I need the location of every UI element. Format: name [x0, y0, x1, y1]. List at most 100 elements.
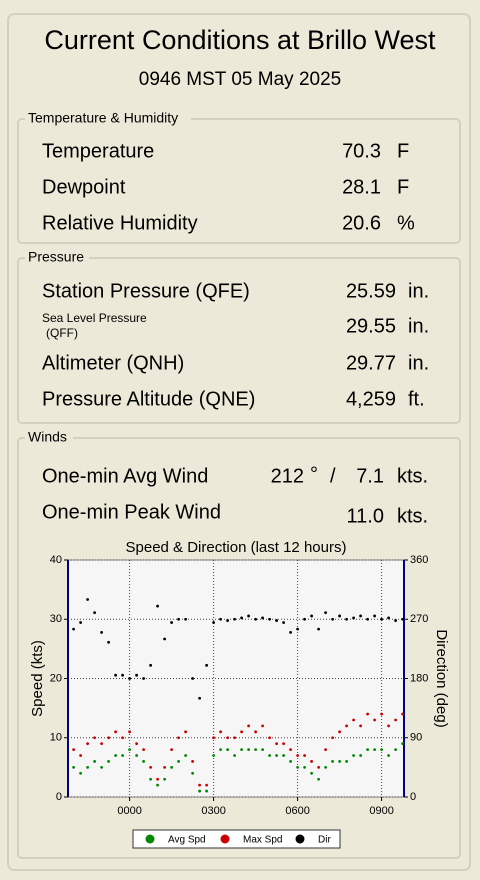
point: [170, 621, 174, 624]
legend-bg: [25, 430, 73, 446]
point: [135, 673, 139, 677]
point: [226, 736, 230, 740]
y-tick-label: 30: [50, 613, 62, 625]
point: [149, 663, 153, 667]
y2-tick-label: 180: [410, 672, 428, 684]
legend: [132, 829, 341, 849]
group-box: [17, 118, 461, 244]
point: [114, 730, 117, 734]
point: [100, 765, 103, 769]
point: [93, 736, 96, 740]
wind-speed: 11.0: [347, 505, 384, 527]
legend-marker: [220, 834, 230, 844]
point: [233, 754, 237, 757]
point: [345, 617, 348, 621]
point: [191, 771, 195, 775]
point: [184, 730, 188, 734]
point: [142, 760, 146, 763]
point: [128, 730, 132, 734]
point: [275, 754, 278, 757]
point: [373, 718, 376, 722]
point: [240, 730, 244, 734]
point: [338, 614, 341, 618]
point: [86, 765, 89, 769]
row-unit: %: [397, 212, 415, 234]
point: [100, 742, 103, 746]
point: [177, 760, 181, 763]
point: [338, 760, 341, 763]
row-label: Sea Level Pressure: [42, 311, 147, 325]
row-value: 4,259: [346, 388, 396, 410]
point: [93, 611, 96, 615]
row-label: (QFF): [46, 326, 78, 340]
point: [387, 616, 390, 620]
row-label: One-min Peak Wind: [42, 501, 221, 523]
timestamp: 0946 MST 05 May 2025: [139, 69, 341, 90]
point: [142, 677, 146, 680]
row-unit: in.: [408, 315, 429, 337]
point: [205, 663, 209, 667]
point: [359, 754, 362, 757]
point: [387, 754, 390, 757]
point: [163, 777, 167, 781]
point: [240, 748, 244, 751]
point: [191, 677, 195, 680]
row-label: Relative Humidity: [42, 212, 198, 234]
point: [331, 617, 334, 621]
point: [345, 760, 348, 763]
legend-bg: [25, 250, 89, 266]
point: [219, 617, 223, 621]
point: [387, 724, 390, 728]
point: [380, 748, 383, 751]
point: [121, 736, 124, 740]
point: [261, 616, 264, 620]
point: [394, 619, 397, 622]
point: [247, 748, 251, 751]
x-tick-label: 0000: [117, 805, 141, 817]
point: [394, 718, 397, 722]
legend-marker: [145, 834, 155, 844]
point: [212, 621, 216, 624]
point: [226, 748, 230, 751]
point: [156, 604, 160, 608]
row-label: Altimeter (QNH): [42, 352, 184, 374]
legend-label: Dir: [318, 835, 331, 846]
wind-speed: 7.1: [356, 465, 384, 487]
point: [289, 748, 292, 751]
point: [149, 777, 153, 781]
row-unit: F: [397, 176, 409, 198]
point: [177, 617, 181, 621]
row-label: One-min Avg Wind: [42, 465, 208, 487]
point: [198, 696, 202, 700]
point: [233, 736, 237, 740]
point: [282, 754, 285, 757]
point: [310, 771, 313, 775]
y-tick-label: 10: [50, 732, 62, 744]
y-tick-label: 40: [50, 554, 62, 566]
row-value: 28.1: [342, 176, 381, 198]
wind-unit: kts.: [397, 465, 428, 487]
point: [282, 742, 285, 746]
point: [135, 742, 139, 746]
chart-title: Speed & Direction (last 12 hours): [126, 539, 347, 556]
point: [345, 724, 348, 728]
point: [317, 627, 320, 631]
point: [198, 783, 202, 787]
point: [254, 730, 257, 734]
legend-marker: [295, 834, 305, 844]
point: [212, 754, 216, 757]
point: [401, 617, 404, 621]
point: [163, 765, 167, 769]
x-tick-label: 0600: [285, 805, 309, 817]
point: [233, 617, 237, 621]
separator: /: [330, 465, 336, 487]
point: [163, 637, 167, 641]
point: [198, 789, 202, 793]
point: [296, 754, 299, 757]
y-tick-label: 0: [56, 791, 62, 803]
point: [170, 748, 174, 751]
wind-dir: 212: [271, 465, 304, 487]
x-tick-label: 0900: [369, 805, 393, 817]
